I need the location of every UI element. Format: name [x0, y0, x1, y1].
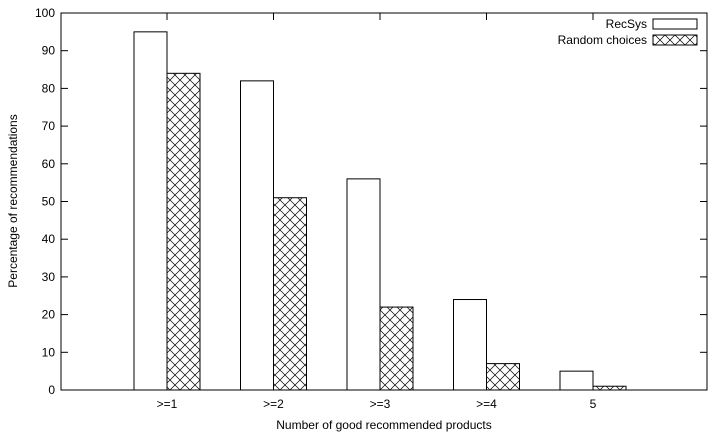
- y-axis: 0 10 20 30 40 50 60 70 80 90 100: [35, 6, 707, 397]
- legend-label: RecSys: [606, 17, 647, 31]
- legend-label: Random choices: [558, 33, 647, 47]
- y-tick-label: 30: [42, 270, 56, 284]
- y-tick-label: 20: [42, 308, 56, 322]
- legend-swatch: [652, 34, 698, 46]
- bar-random-choices: [273, 197, 307, 391]
- y-tick-label: 100: [35, 6, 55, 20]
- bar-recsys: [133, 31, 168, 391]
- x-tick-label: >=4: [476, 397, 497, 411]
- bar-recsys: [346, 178, 381, 391]
- y-tick-label: 10: [42, 345, 56, 359]
- x-axis: >=1 >=2 >=3 >=4 5: [157, 13, 597, 411]
- bar-recsys: [240, 80, 274, 391]
- x-axis-title: Number of good recommended products: [276, 418, 491, 432]
- bar-recsys: [559, 370, 594, 391]
- y-tick-label: 70: [42, 119, 56, 133]
- y-tick-label: 90: [42, 44, 56, 58]
- y-tick-label: 40: [42, 232, 56, 246]
- y-tick-label: 0: [48, 383, 55, 397]
- x-tick-label: >=2: [263, 397, 284, 411]
- x-tick-label: >=3: [370, 397, 391, 411]
- y-axis-title: Percentage of recommendations: [6, 114, 20, 287]
- bars: [133, 31, 627, 391]
- y-tick-label: 60: [42, 157, 56, 171]
- y-tick-label: 50: [42, 195, 56, 209]
- bar-random-choices: [379, 306, 414, 391]
- bar-random-choices: [166, 72, 201, 391]
- bar-random-choices: [592, 385, 627, 391]
- x-tick-label: >=1: [157, 397, 178, 411]
- x-tick-label: 5: [590, 397, 597, 411]
- bar-random-choices: [486, 363, 520, 391]
- bar-recsys: [453, 299, 487, 391]
- legend-swatch: [652, 18, 698, 30]
- y-tick-label: 80: [42, 81, 56, 95]
- legend: RecSys Random choices: [558, 17, 698, 47]
